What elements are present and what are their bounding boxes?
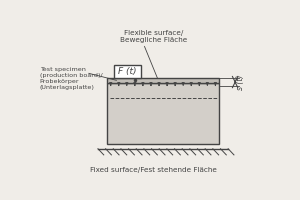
- Bar: [107, 83, 219, 144]
- Bar: [107, 78, 219, 83]
- Text: F (t): F (t): [118, 67, 137, 76]
- Bar: [114, 65, 141, 78]
- Text: Flexible surface/
Bewegliche Fläche: Flexible surface/ Bewegliche Fläche: [120, 30, 188, 43]
- Text: Fixed surface/Fest stehende Fläche: Fixed surface/Fest stehende Fläche: [90, 167, 217, 173]
- Text: s (t): s (t): [236, 74, 245, 90]
- Text: Test specimen
(production board)/
Probekörper
(Unterlagsplatte): Test specimen (production board)/ Probek…: [40, 67, 103, 90]
